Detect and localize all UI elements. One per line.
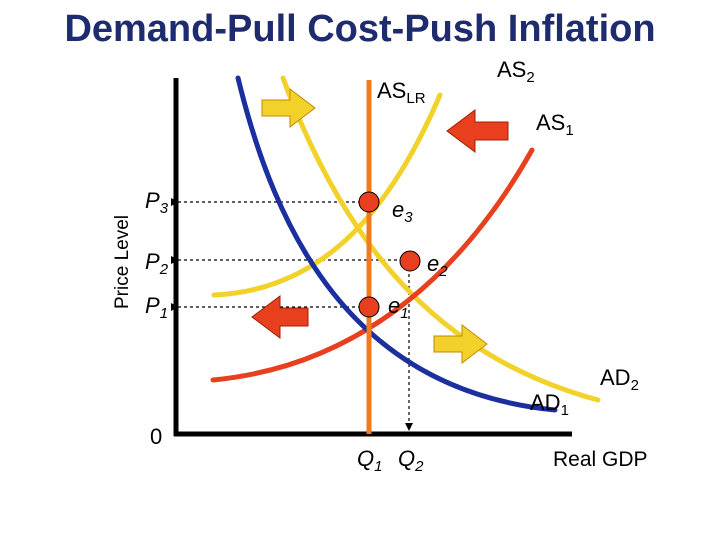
ad2-curve	[280, 75, 601, 403]
q1-label: Q1	[357, 446, 382, 475]
e3-label: e3	[392, 197, 413, 226]
as2-curve	[211, 92, 443, 298]
origin-label: 0	[150, 424, 162, 449]
p2-label: P2	[145, 249, 169, 278]
ad1-label: AD1	[530, 390, 569, 419]
y-axis-label: Price Level	[112, 215, 133, 309]
p1-label: P1	[145, 293, 168, 322]
ad1-curve	[235, 75, 558, 413]
as1-label: AS1	[536, 110, 574, 139]
as1-curve	[210, 147, 535, 383]
equilibrium-point-e2	[399, 250, 421, 272]
equilibrium-point-e1	[358, 296, 380, 318]
p3-label: P3	[145, 188, 169, 217]
as2-label: AS2	[497, 57, 535, 86]
e1-label: e1	[388, 293, 409, 322]
equilibrium-point-e3	[358, 191, 380, 213]
aslr-label: ASLR	[377, 78, 426, 107]
diagram-title: Demand-Pull Cost-Push Inflation	[64, 8, 656, 50]
arrow-left-icon	[251, 109, 509, 339]
e2-label: e2	[427, 251, 448, 280]
q2-label: Q2	[398, 446, 424, 475]
arrow-right-icon	[261, 87, 488, 365]
x-axis-label: Real GDP	[553, 448, 648, 471]
ad2-label: AD2	[600, 365, 639, 394]
